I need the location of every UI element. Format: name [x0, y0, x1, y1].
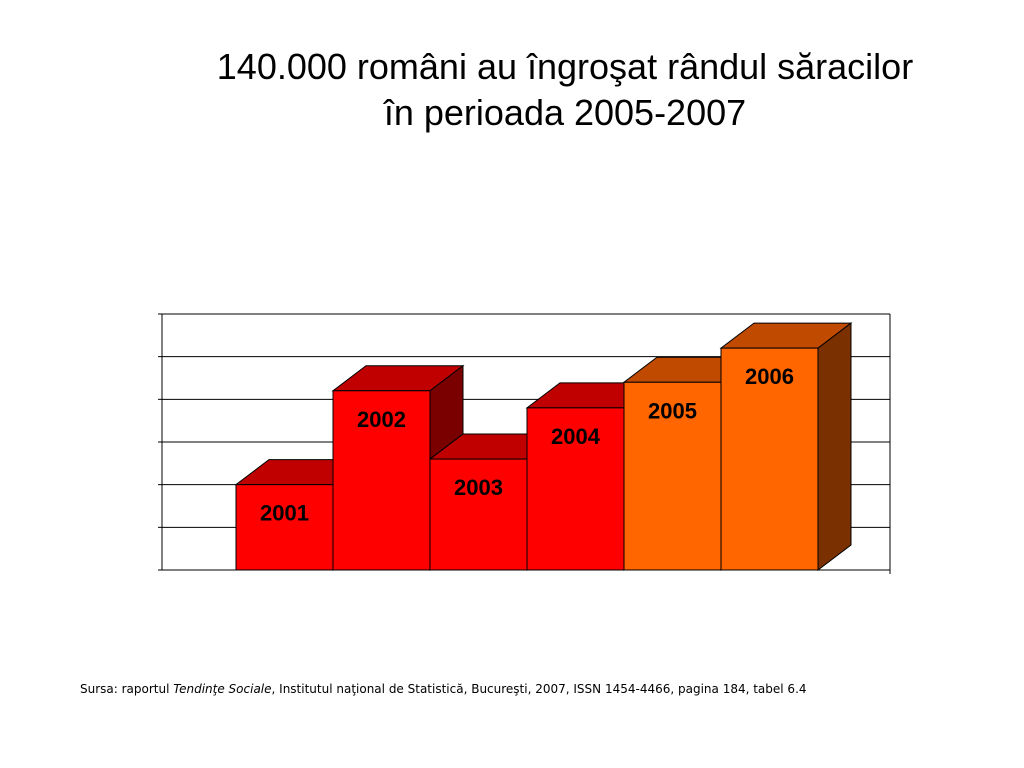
source-prefix: Sursa: raportul: [80, 682, 174, 696]
bar-label-2005: 2005: [648, 398, 697, 423]
bar-side-2006: [817, 322, 852, 572]
source-note: Sursa: raportul Tendinţe Sociale, Instit…: [80, 682, 807, 696]
bar-label-2004: 2004: [551, 424, 601, 449]
bar-2006: [720, 347, 819, 571]
bar-label-2001: 2001: [260, 501, 309, 526]
bar-2002: [332, 390, 431, 571]
bar-label-2003: 2003: [454, 475, 503, 500]
bar-2004: [526, 407, 625, 571]
bar-label-2002: 2002: [357, 407, 406, 432]
chart-title-line-1: 140.000 români au îngroşat rândul săraci…: [216, 46, 914, 87]
bar-2005: [623, 381, 722, 571]
bar-2001: [235, 484, 334, 571]
chart-title-line-2: în perioada 2005-2007: [383, 92, 747, 133]
chart-title: 140.000 români au îngroşat rândul săraci…: [110, 44, 1020, 136]
source-suffix: , Institutul naţional de Statistică, Buc…: [271, 682, 807, 696]
source-italic-title: Tendinţe Sociale: [173, 682, 272, 696]
bar-label-2006: 2006: [745, 364, 794, 389]
